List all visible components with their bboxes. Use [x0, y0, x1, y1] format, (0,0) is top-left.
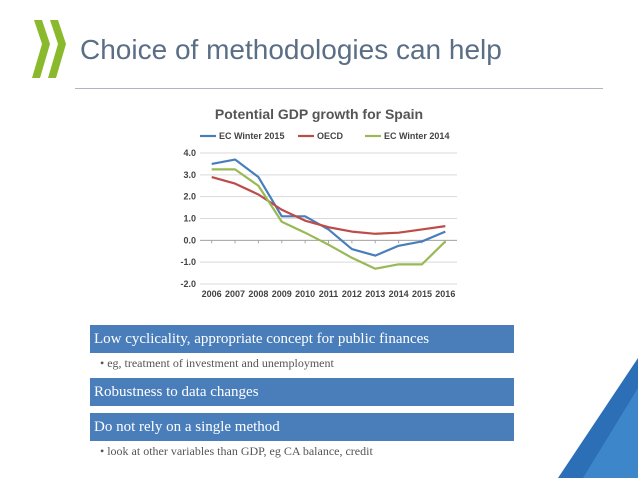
- logo-stripe-left: [32, 44, 50, 78]
- legend-label: EC Winter 2014: [384, 131, 449, 141]
- y-tick-label: 4.0: [183, 148, 196, 158]
- x-tick-label: 2007: [225, 289, 245, 299]
- slide-title: Choice of methodologies can help: [80, 34, 502, 65]
- series-line: [211, 158, 446, 257]
- oecd-logo: [32, 20, 66, 78]
- y-tick-label: 3.0: [183, 170, 196, 180]
- x-tick-label: 2010: [295, 289, 315, 299]
- chart-title: Potential GDP growth for Spain: [214, 106, 424, 122]
- series-line: [211, 175, 446, 235]
- point-box-single-method: Do not rely on a single method: [90, 413, 514, 441]
- x-tick-label: 2006: [202, 289, 222, 299]
- legend-label: OECD: [317, 131, 344, 141]
- point-sub-cyclicality: • eg, treatment of investment and unempl…: [100, 356, 334, 370]
- point-box-cyclicality: Low cyclicality, appropriate concept for…: [90, 325, 514, 353]
- logo-stripe-top: [34, 20, 50, 44]
- logo-stripe-right-top: [50, 20, 66, 44]
- x-tick-label: 2012: [342, 289, 362, 299]
- x-tick-label: 2014: [389, 289, 409, 299]
- x-tick-label: 2015: [412, 289, 432, 299]
- title-divider: [75, 88, 603, 89]
- x-tick-label: 2013: [365, 289, 385, 299]
- y-tick-label: 2.0: [183, 192, 196, 202]
- x-tick-label: 2016: [435, 289, 455, 299]
- x-tick-label: 2011: [319, 289, 339, 299]
- y-tick-label: -1.0: [180, 257, 196, 267]
- y-tick-label: 0.0: [183, 235, 196, 245]
- y-tick-label: 1.0: [183, 214, 196, 224]
- y-tick-label: -2.0: [180, 279, 196, 289]
- x-tick-label: 2008: [248, 289, 268, 299]
- legend-label: EC Winter 2015: [219, 131, 284, 141]
- corner-decoration: [558, 358, 638, 478]
- logo-stripe-right: [48, 44, 66, 78]
- point-box-robustness: Robustness to data changes: [90, 378, 514, 406]
- x-tick-label: 2009: [272, 289, 292, 299]
- point-sub-single-method: • look at other variables than GDP, eg C…: [100, 444, 373, 458]
- series-line: [211, 168, 447, 270]
